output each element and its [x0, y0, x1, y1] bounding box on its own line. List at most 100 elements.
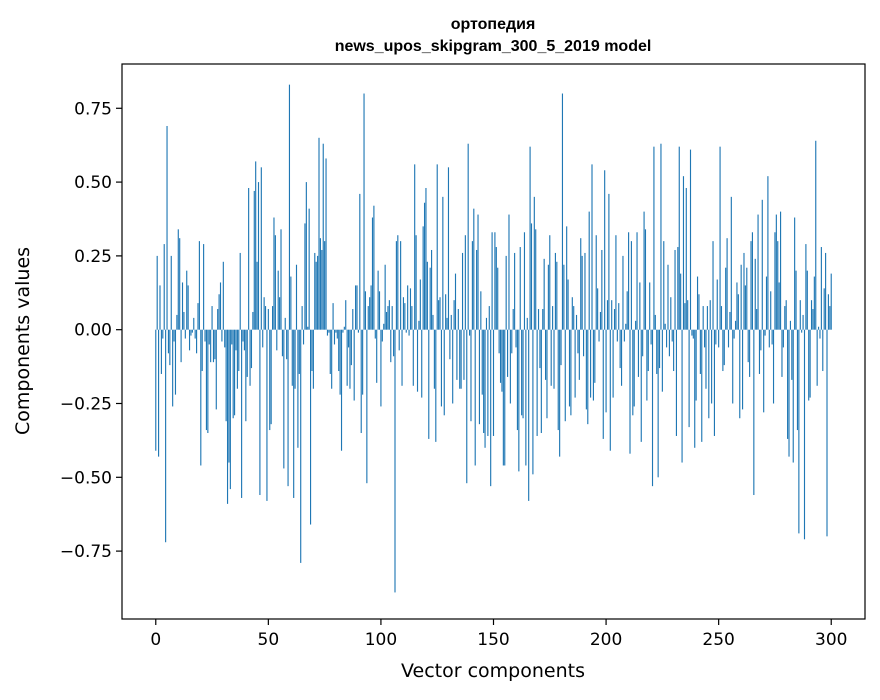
bar — [806, 270, 808, 330]
bar — [604, 170, 606, 330]
bar — [198, 241, 200, 330]
bar — [163, 244, 165, 330]
bar — [214, 329, 216, 360]
bar — [470, 329, 472, 422]
bar — [343, 326, 345, 330]
bar — [325, 158, 327, 330]
bar — [367, 306, 369, 330]
bar — [436, 164, 438, 330]
bar — [730, 196, 732, 330]
bar — [260, 167, 262, 330]
bar — [385, 311, 388, 330]
bar — [584, 252, 586, 330]
bar — [550, 329, 552, 386]
bar — [636, 232, 638, 330]
bar — [215, 329, 217, 410]
bar — [404, 303, 406, 330]
bar — [345, 300, 347, 330]
bar — [587, 329, 589, 425]
bar — [625, 323, 627, 330]
bar — [346, 329, 348, 386]
bar — [514, 252, 516, 330]
bar — [480, 291, 482, 330]
bar — [281, 329, 283, 357]
bar — [599, 311, 602, 330]
bar — [568, 329, 571, 407]
bar — [529, 146, 531, 330]
bar — [222, 261, 224, 330]
bar — [740, 264, 742, 330]
bar — [528, 329, 530, 501]
bar — [284, 317, 286, 330]
bar — [504, 329, 506, 466]
bar — [290, 276, 292, 330]
bar — [643, 211, 645, 330]
bar — [567, 279, 569, 330]
bar — [535, 229, 537, 330]
bar — [187, 285, 189, 330]
bar — [508, 214, 510, 330]
bar — [751, 232, 753, 330]
bar — [357, 329, 359, 333]
bar — [324, 241, 326, 330]
bar — [688, 329, 690, 428]
bar — [356, 285, 358, 330]
bar — [784, 306, 786, 330]
bar — [246, 329, 248, 377]
bar — [498, 329, 500, 354]
bar — [298, 329, 300, 374]
bar — [684, 303, 686, 330]
bar — [782, 329, 784, 348]
bar — [525, 329, 527, 466]
bar — [764, 329, 766, 336]
y-tick-label: 0.25 — [74, 247, 112, 267]
bar — [715, 329, 717, 345]
bar — [359, 193, 361, 330]
bar — [743, 252, 745, 330]
x-tick-label: 150 — [477, 630, 509, 650]
bar — [366, 329, 368, 484]
bar — [615, 235, 617, 330]
bar — [630, 241, 632, 330]
bar — [256, 261, 258, 330]
bar — [300, 329, 302, 563]
bar — [438, 300, 440, 330]
bar — [575, 314, 578, 330]
bar — [338, 329, 340, 372]
bar — [727, 329, 730, 348]
bar — [340, 329, 343, 451]
bar — [279, 297, 281, 330]
bar — [481, 329, 483, 395]
bar — [588, 211, 590, 330]
bar — [255, 161, 257, 330]
bar — [590, 329, 592, 398]
bar — [712, 241, 714, 330]
bar — [598, 329, 600, 342]
bar — [654, 314, 656, 330]
bar — [318, 137, 320, 330]
bar — [295, 264, 298, 330]
bar — [378, 291, 381, 330]
bar — [729, 311, 731, 330]
bar — [314, 252, 316, 330]
bar — [232, 329, 234, 419]
y-axis-ticks: −0.75 −0.50 −0.25 0.00 0.25 0.50 0.75 — [60, 99, 122, 562]
bar — [204, 329, 206, 342]
y-tick-label: 0.75 — [74, 99, 112, 119]
bar — [360, 329, 362, 434]
bar — [177, 229, 179, 330]
bar — [699, 329, 701, 374]
bar — [395, 241, 397, 330]
bar — [243, 329, 245, 351]
bar — [788, 329, 790, 457]
bar — [194, 329, 196, 339]
bar — [591, 164, 593, 330]
bar — [270, 329, 272, 425]
bar — [780, 211, 782, 330]
bar — [397, 235, 399, 330]
bar — [626, 291, 628, 330]
bar — [380, 329, 382, 407]
bar — [742, 329, 744, 410]
